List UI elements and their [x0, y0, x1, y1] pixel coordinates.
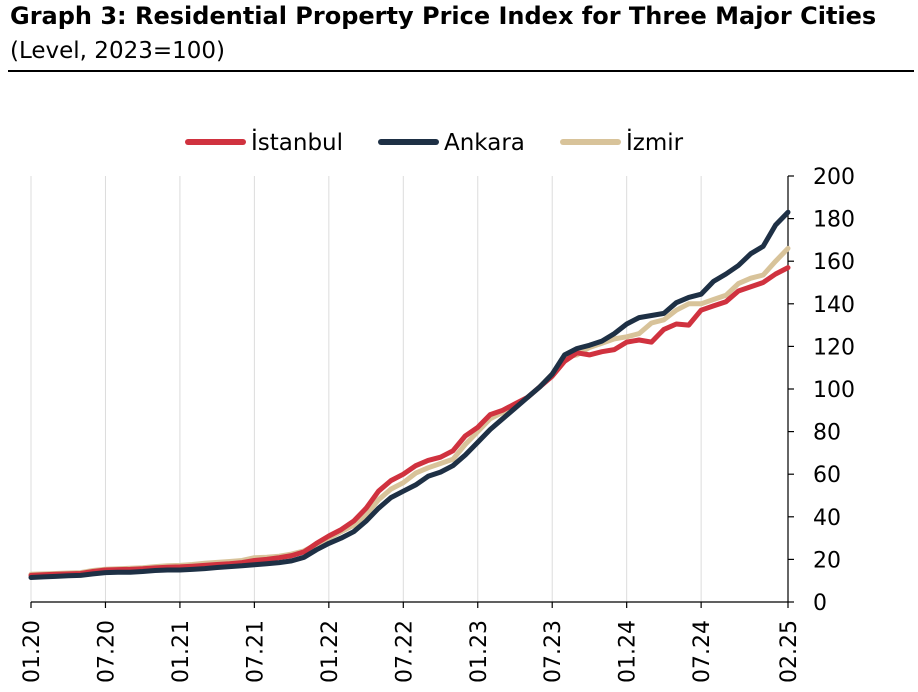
- x-tick-label-07.24: 07.24: [690, 620, 715, 683]
- y-tick-label-40: 40: [813, 506, 841, 531]
- legend-label-ankara: Ankara: [444, 130, 525, 156]
- x-tick-label-01.24: 01.24: [616, 620, 641, 683]
- chart-title: Graph 3: Residential Property Price Inde…: [10, 2, 877, 30]
- y-tick-label-100: 100: [813, 378, 855, 403]
- x-tick-label-01.22: 01.22: [318, 620, 343, 683]
- y-tick-label-60: 60: [813, 463, 841, 488]
- series-line-istanbul: [28, 265, 791, 578]
- x-tick-label-07.23: 07.23: [541, 620, 566, 683]
- axes: 0 20 40 60 80 100 120 140 160 180 200 01.20 07.20 01.…: [20, 165, 855, 683]
- y-tick-label-160: 160: [813, 250, 855, 275]
- grid-lines: [30, 176, 789, 602]
- series-line-ankara: [28, 209, 791, 580]
- legend-label-izmir: İzmir: [626, 128, 684, 156]
- series-lines: [28, 209, 791, 580]
- y-tick-label-20: 20: [813, 548, 841, 573]
- y-tick-label-140: 140: [813, 293, 855, 318]
- chart-subtitle: (Level, 2023=100): [10, 38, 225, 64]
- x-tick-label-02.25: 02.25: [777, 620, 802, 683]
- y-tick-label-120: 120: [813, 335, 855, 360]
- x-tick-label-07.21: 07.21: [243, 620, 268, 683]
- y-tick-label-200: 200: [813, 165, 855, 190]
- series-line-izmir: [28, 245, 791, 577]
- legend-label-istanbul: İstanbul: [251, 128, 343, 156]
- x-tick-label-07.22: 07.22: [392, 620, 417, 683]
- y-tick-label-80: 80: [813, 421, 841, 446]
- x-tick-label-01.20: 01.20: [20, 620, 45, 683]
- x-tick-label-01.21: 01.21: [169, 620, 194, 683]
- legend: İstanbul Ankara İzmir: [185, 128, 684, 156]
- header-divider: [8, 70, 914, 72]
- x-tick-label-07.20: 07.20: [94, 620, 119, 683]
- x-tick-label-01.23: 01.23: [467, 620, 492, 683]
- y-tick-label-180: 180: [813, 208, 855, 233]
- y-tick-label-0: 0: [813, 591, 827, 616]
